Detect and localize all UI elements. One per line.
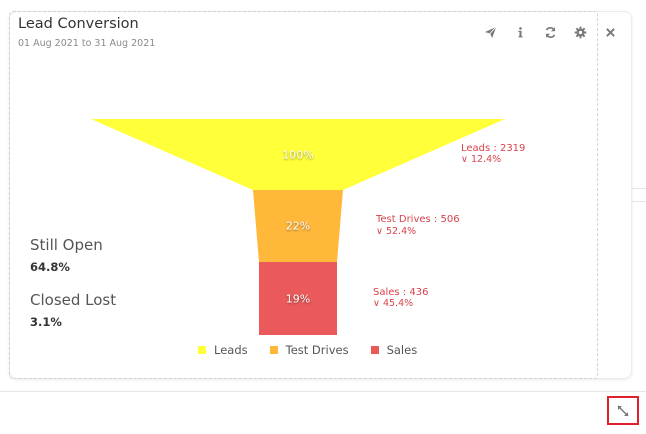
expand-icon xyxy=(617,405,629,416)
legend-swatch xyxy=(269,346,278,354)
send-icon[interactable] xyxy=(482,24,498,40)
legend-item-sales[interactable]: Sales xyxy=(370,343,418,357)
funnel-percent-label: 19% xyxy=(285,292,311,305)
leads-drop-label: ∨ 12.4% xyxy=(461,154,502,165)
widget-title: Lead Conversion xyxy=(18,16,139,32)
widget-date-range: 01 Aug 2021 to 31 Aug 2021 xyxy=(18,38,156,49)
close-icon[interactable] xyxy=(602,24,618,40)
background-divider xyxy=(0,391,646,392)
test-drives-count-label: Test Drives : 506 xyxy=(376,214,460,225)
closed-lost-label: Closed Lost xyxy=(30,291,117,309)
legend-label: Sales xyxy=(386,343,418,357)
funnel-segment-sales[interactable] xyxy=(259,262,337,335)
funnel-percent-label: 100% xyxy=(282,148,314,161)
widget-toolbar xyxy=(482,24,618,40)
chart-legend: Leads Test Drives Sales xyxy=(198,343,417,357)
funnel-segment-leads[interactable] xyxy=(91,119,505,190)
legend-swatch xyxy=(198,346,206,354)
legend-swatch xyxy=(370,346,379,354)
leads-count-label: Leads : 2319 xyxy=(461,143,526,154)
expand-button[interactable] xyxy=(607,396,639,425)
legend-label: Leads xyxy=(214,343,248,357)
sales-count-label: Sales : 436 xyxy=(373,287,429,298)
legend-item-test-drives[interactable]: Test Drives xyxy=(269,343,349,357)
still-open-label: Still Open xyxy=(30,236,103,254)
info-icon[interactable] xyxy=(512,24,528,40)
test-drives-drop-label: ∨ 52.4% xyxy=(376,226,417,237)
funnel-segment-test-drives[interactable] xyxy=(253,190,343,262)
sales-drop-label: ∨ 45.4% xyxy=(373,298,414,309)
legend-label: Test Drives xyxy=(285,343,349,357)
funnel-percent-label: 22% xyxy=(285,219,311,233)
still-open-value: 64.8% xyxy=(30,260,70,274)
gear-icon[interactable] xyxy=(572,24,588,40)
legend-item-leads[interactable]: Leads xyxy=(198,343,248,357)
closed-lost-value: 3.1% xyxy=(30,315,62,329)
refresh-icon[interactable] xyxy=(542,24,558,40)
